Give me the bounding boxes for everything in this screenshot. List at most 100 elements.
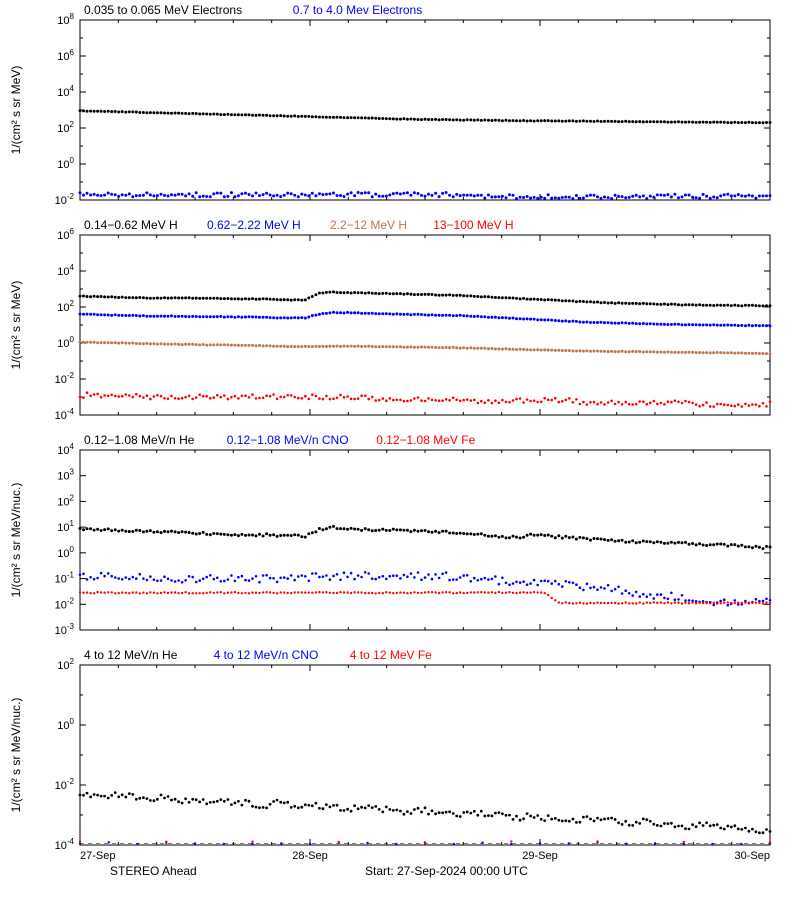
data-point bbox=[174, 343, 177, 346]
data-point bbox=[579, 602, 581, 604]
data-point bbox=[108, 841, 110, 843]
data-point bbox=[624, 350, 627, 353]
data-point bbox=[769, 546, 772, 549]
data-point bbox=[476, 118, 479, 121]
data-point bbox=[364, 394, 367, 397]
data-point bbox=[582, 300, 585, 303]
data-point bbox=[325, 803, 328, 806]
data-point bbox=[385, 117, 388, 120]
data-point bbox=[659, 194, 662, 197]
data-point bbox=[709, 602, 711, 604]
data-point bbox=[434, 314, 437, 317]
data-point bbox=[212, 192, 215, 195]
data-point bbox=[596, 195, 599, 198]
data-point bbox=[470, 580, 473, 583]
data-point bbox=[723, 324, 726, 327]
data-point bbox=[124, 530, 127, 533]
data-point bbox=[424, 806, 427, 809]
data-point bbox=[744, 352, 747, 355]
data-point bbox=[575, 821, 578, 824]
data-point bbox=[586, 602, 588, 604]
data-point bbox=[170, 297, 173, 300]
data-point bbox=[512, 399, 515, 402]
data-point bbox=[371, 396, 374, 399]
data-point bbox=[406, 118, 409, 121]
data-point bbox=[600, 818, 603, 821]
data-point bbox=[124, 111, 127, 114]
data-point bbox=[561, 602, 563, 604]
data-point bbox=[558, 583, 561, 586]
data-point bbox=[307, 194, 310, 197]
data-point bbox=[294, 591, 296, 593]
data-point bbox=[617, 120, 620, 123]
data-point bbox=[670, 541, 673, 544]
data-point bbox=[522, 401, 525, 404]
data-point bbox=[406, 346, 409, 349]
data-point bbox=[698, 351, 701, 354]
data-point bbox=[191, 798, 194, 801]
data-point bbox=[240, 113, 243, 116]
data-point bbox=[684, 323, 687, 326]
data-point bbox=[635, 120, 638, 123]
data-point bbox=[258, 592, 260, 594]
data-point bbox=[510, 840, 512, 842]
data-point bbox=[603, 602, 605, 604]
data-point bbox=[392, 117, 395, 120]
data-point bbox=[716, 196, 719, 199]
data-point bbox=[364, 312, 367, 315]
data-point bbox=[297, 115, 300, 118]
data-point bbox=[117, 195, 120, 198]
data-point bbox=[212, 343, 215, 346]
data-point bbox=[557, 534, 560, 537]
data-point bbox=[321, 528, 324, 531]
data-point bbox=[388, 194, 391, 197]
data-point bbox=[462, 399, 465, 402]
data-point bbox=[325, 193, 328, 196]
data-point bbox=[589, 602, 591, 604]
data-point bbox=[125, 592, 127, 594]
data-point bbox=[325, 527, 328, 530]
data-point bbox=[720, 602, 722, 604]
data-point bbox=[399, 118, 402, 121]
data-point bbox=[301, 397, 304, 400]
data-point bbox=[515, 197, 518, 200]
data-point bbox=[673, 542, 676, 545]
data-point bbox=[86, 313, 89, 316]
data-point bbox=[353, 528, 356, 531]
data-point bbox=[279, 801, 282, 804]
data-point bbox=[374, 529, 377, 532]
data-point bbox=[582, 119, 585, 122]
data-point bbox=[691, 196, 694, 199]
data-point bbox=[357, 191, 360, 194]
data-point bbox=[132, 576, 135, 579]
data-point bbox=[107, 591, 109, 593]
data-point bbox=[79, 591, 81, 593]
data-point bbox=[589, 321, 592, 324]
data-point bbox=[512, 297, 515, 300]
data-point bbox=[406, 529, 409, 532]
data-point bbox=[547, 399, 550, 402]
data-point bbox=[325, 116, 328, 119]
data-point bbox=[624, 120, 627, 123]
data-point bbox=[353, 398, 356, 401]
data-point bbox=[402, 313, 405, 316]
data-point bbox=[596, 120, 599, 123]
data-point bbox=[617, 539, 620, 542]
data-point bbox=[417, 192, 420, 195]
data-point bbox=[93, 578, 96, 581]
data-point bbox=[304, 194, 307, 197]
data-point bbox=[385, 578, 388, 581]
data-point bbox=[688, 323, 691, 326]
data-point bbox=[286, 317, 289, 320]
data-point bbox=[142, 314, 145, 317]
data-point bbox=[575, 602, 577, 604]
data-point bbox=[452, 812, 455, 815]
data-point bbox=[522, 196, 525, 199]
data-point bbox=[459, 591, 461, 593]
data-point bbox=[550, 319, 553, 322]
data-point bbox=[526, 317, 529, 320]
data-point bbox=[424, 841, 426, 843]
data-point bbox=[656, 824, 659, 827]
data-point bbox=[142, 396, 145, 399]
data-point bbox=[389, 575, 392, 578]
